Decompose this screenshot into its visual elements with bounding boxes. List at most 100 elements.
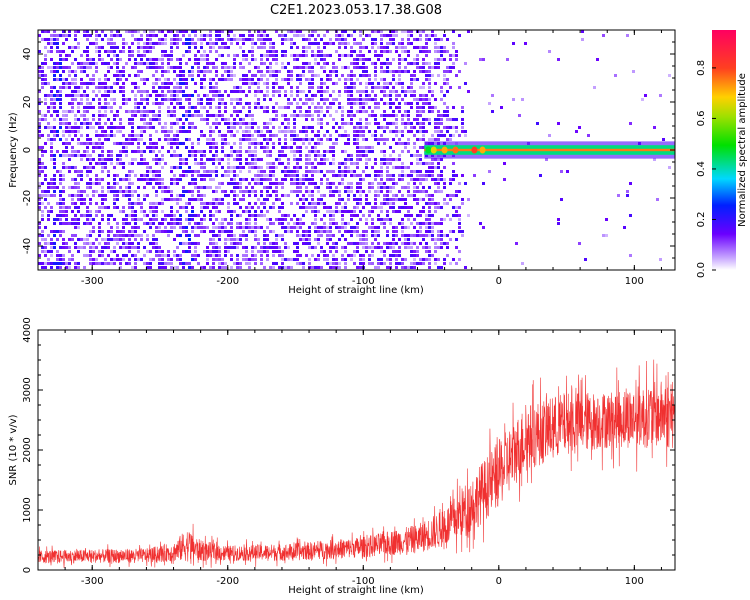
heatmap-cell — [215, 166, 218, 169]
heatmap-cell — [176, 98, 179, 101]
heatmap-cell — [107, 170, 110, 173]
heatmap-cell — [311, 126, 314, 129]
heatmap-cell — [74, 266, 77, 269]
heatmap-cell — [236, 154, 239, 157]
heatmap-cell — [302, 234, 305, 237]
heatmap-cell — [239, 162, 242, 165]
heatmap-cell — [95, 66, 98, 69]
heatmap-cell — [422, 118, 425, 121]
heatmap-cell — [179, 206, 182, 209]
heatmap-cell — [347, 34, 350, 37]
heatmap-cell — [107, 246, 110, 249]
heatmap-cell — [575, 130, 578, 133]
heatmap-cell — [179, 126, 182, 129]
heatmap-cell — [290, 30, 293, 33]
heatmap-cell — [377, 262, 380, 265]
heatmap-cell — [152, 174, 155, 177]
heatmap-cell — [407, 138, 410, 141]
heatmap-cell — [236, 38, 239, 41]
heatmap-cell — [38, 174, 41, 177]
heatmap-cell — [218, 266, 221, 269]
heatmap-cell — [68, 170, 71, 173]
heatmap-cell — [212, 154, 215, 157]
heatmap-cell — [59, 174, 62, 177]
heatmap-cell — [62, 230, 65, 233]
heatmap-cell — [356, 202, 359, 205]
heatmap-cell — [386, 58, 389, 61]
heatmap-cell — [50, 90, 53, 93]
heatmap-cell — [80, 98, 83, 101]
heatmap-cell — [152, 146, 155, 149]
heatmap-cell — [122, 226, 125, 229]
heatmap-cell — [92, 190, 95, 193]
heatmap-cell — [44, 266, 47, 269]
heatmap-cell — [77, 174, 80, 177]
heatmap-cell — [173, 98, 176, 101]
heatmap-cell — [545, 158, 548, 161]
heatmap-cell — [359, 254, 362, 257]
heatmap-cell — [296, 174, 299, 177]
heatmap-cell — [359, 242, 362, 245]
heatmap-cell — [44, 82, 47, 85]
heatmap-cell — [329, 186, 332, 189]
heatmap-cell — [221, 118, 224, 121]
heatmap-cell — [326, 130, 329, 133]
y-tick-label: 20 — [22, 96, 33, 109]
heatmap-cell — [341, 246, 344, 249]
heatmap-cell — [413, 250, 416, 253]
heatmap-cell — [428, 226, 431, 229]
heatmap-cell — [173, 106, 176, 109]
heatmap-cell — [401, 162, 404, 165]
heatmap-cell — [194, 242, 197, 245]
heatmap-cell — [167, 86, 170, 89]
heatmap-cell — [233, 134, 236, 137]
heatmap-cell — [359, 262, 362, 265]
heatmap-cell — [173, 38, 176, 41]
heatmap-cell — [98, 86, 101, 89]
heatmap-cell — [404, 114, 407, 117]
heatmap-cell — [116, 114, 119, 117]
heatmap-cell — [374, 190, 377, 193]
heatmap-cell — [233, 198, 236, 201]
heatmap-cell — [104, 62, 107, 65]
heatmap-cell — [101, 154, 104, 157]
heatmap-cell — [326, 262, 329, 265]
heatmap-cell — [203, 174, 206, 177]
heatmap-cell — [353, 210, 356, 213]
heatmap-cell — [65, 146, 68, 149]
heatmap-cell — [341, 150, 344, 153]
heatmap-cell — [83, 214, 86, 217]
heatmap-cell — [458, 218, 461, 221]
heatmap-cell — [356, 58, 359, 61]
heatmap-cell — [236, 246, 239, 249]
heatmap-cell — [266, 190, 269, 193]
heatmap-cell — [167, 30, 170, 33]
heatmap-cell — [209, 114, 212, 117]
heatmap-cell — [188, 58, 191, 61]
heatmap-cell — [362, 106, 365, 109]
heatmap-cell — [317, 242, 320, 245]
heatmap-cell — [263, 46, 266, 49]
heatmap-cell — [248, 110, 251, 113]
heatmap-cell — [293, 30, 296, 33]
heatmap-cell — [284, 226, 287, 229]
heatmap-cell — [71, 146, 74, 149]
heatmap-cell — [131, 66, 134, 69]
heatmap-cell — [365, 218, 368, 221]
heatmap-cell — [161, 190, 164, 193]
heatmap-cell — [260, 130, 263, 133]
heatmap-cell — [413, 218, 416, 221]
heatmap-cell — [209, 202, 212, 205]
heatmap-cell — [302, 114, 305, 117]
heatmap-cell — [440, 190, 443, 193]
heatmap-cell — [80, 214, 83, 217]
heatmap-cell — [413, 262, 416, 265]
heatmap-cell — [437, 46, 440, 49]
heatmap-cell — [290, 178, 293, 181]
heatmap-cell — [428, 138, 431, 141]
heatmap-cell — [401, 186, 404, 189]
heatmap-cell — [464, 62, 467, 65]
heatmap-cell — [311, 254, 314, 257]
heatmap-cell — [215, 186, 218, 189]
heatmap-cell — [182, 122, 185, 125]
